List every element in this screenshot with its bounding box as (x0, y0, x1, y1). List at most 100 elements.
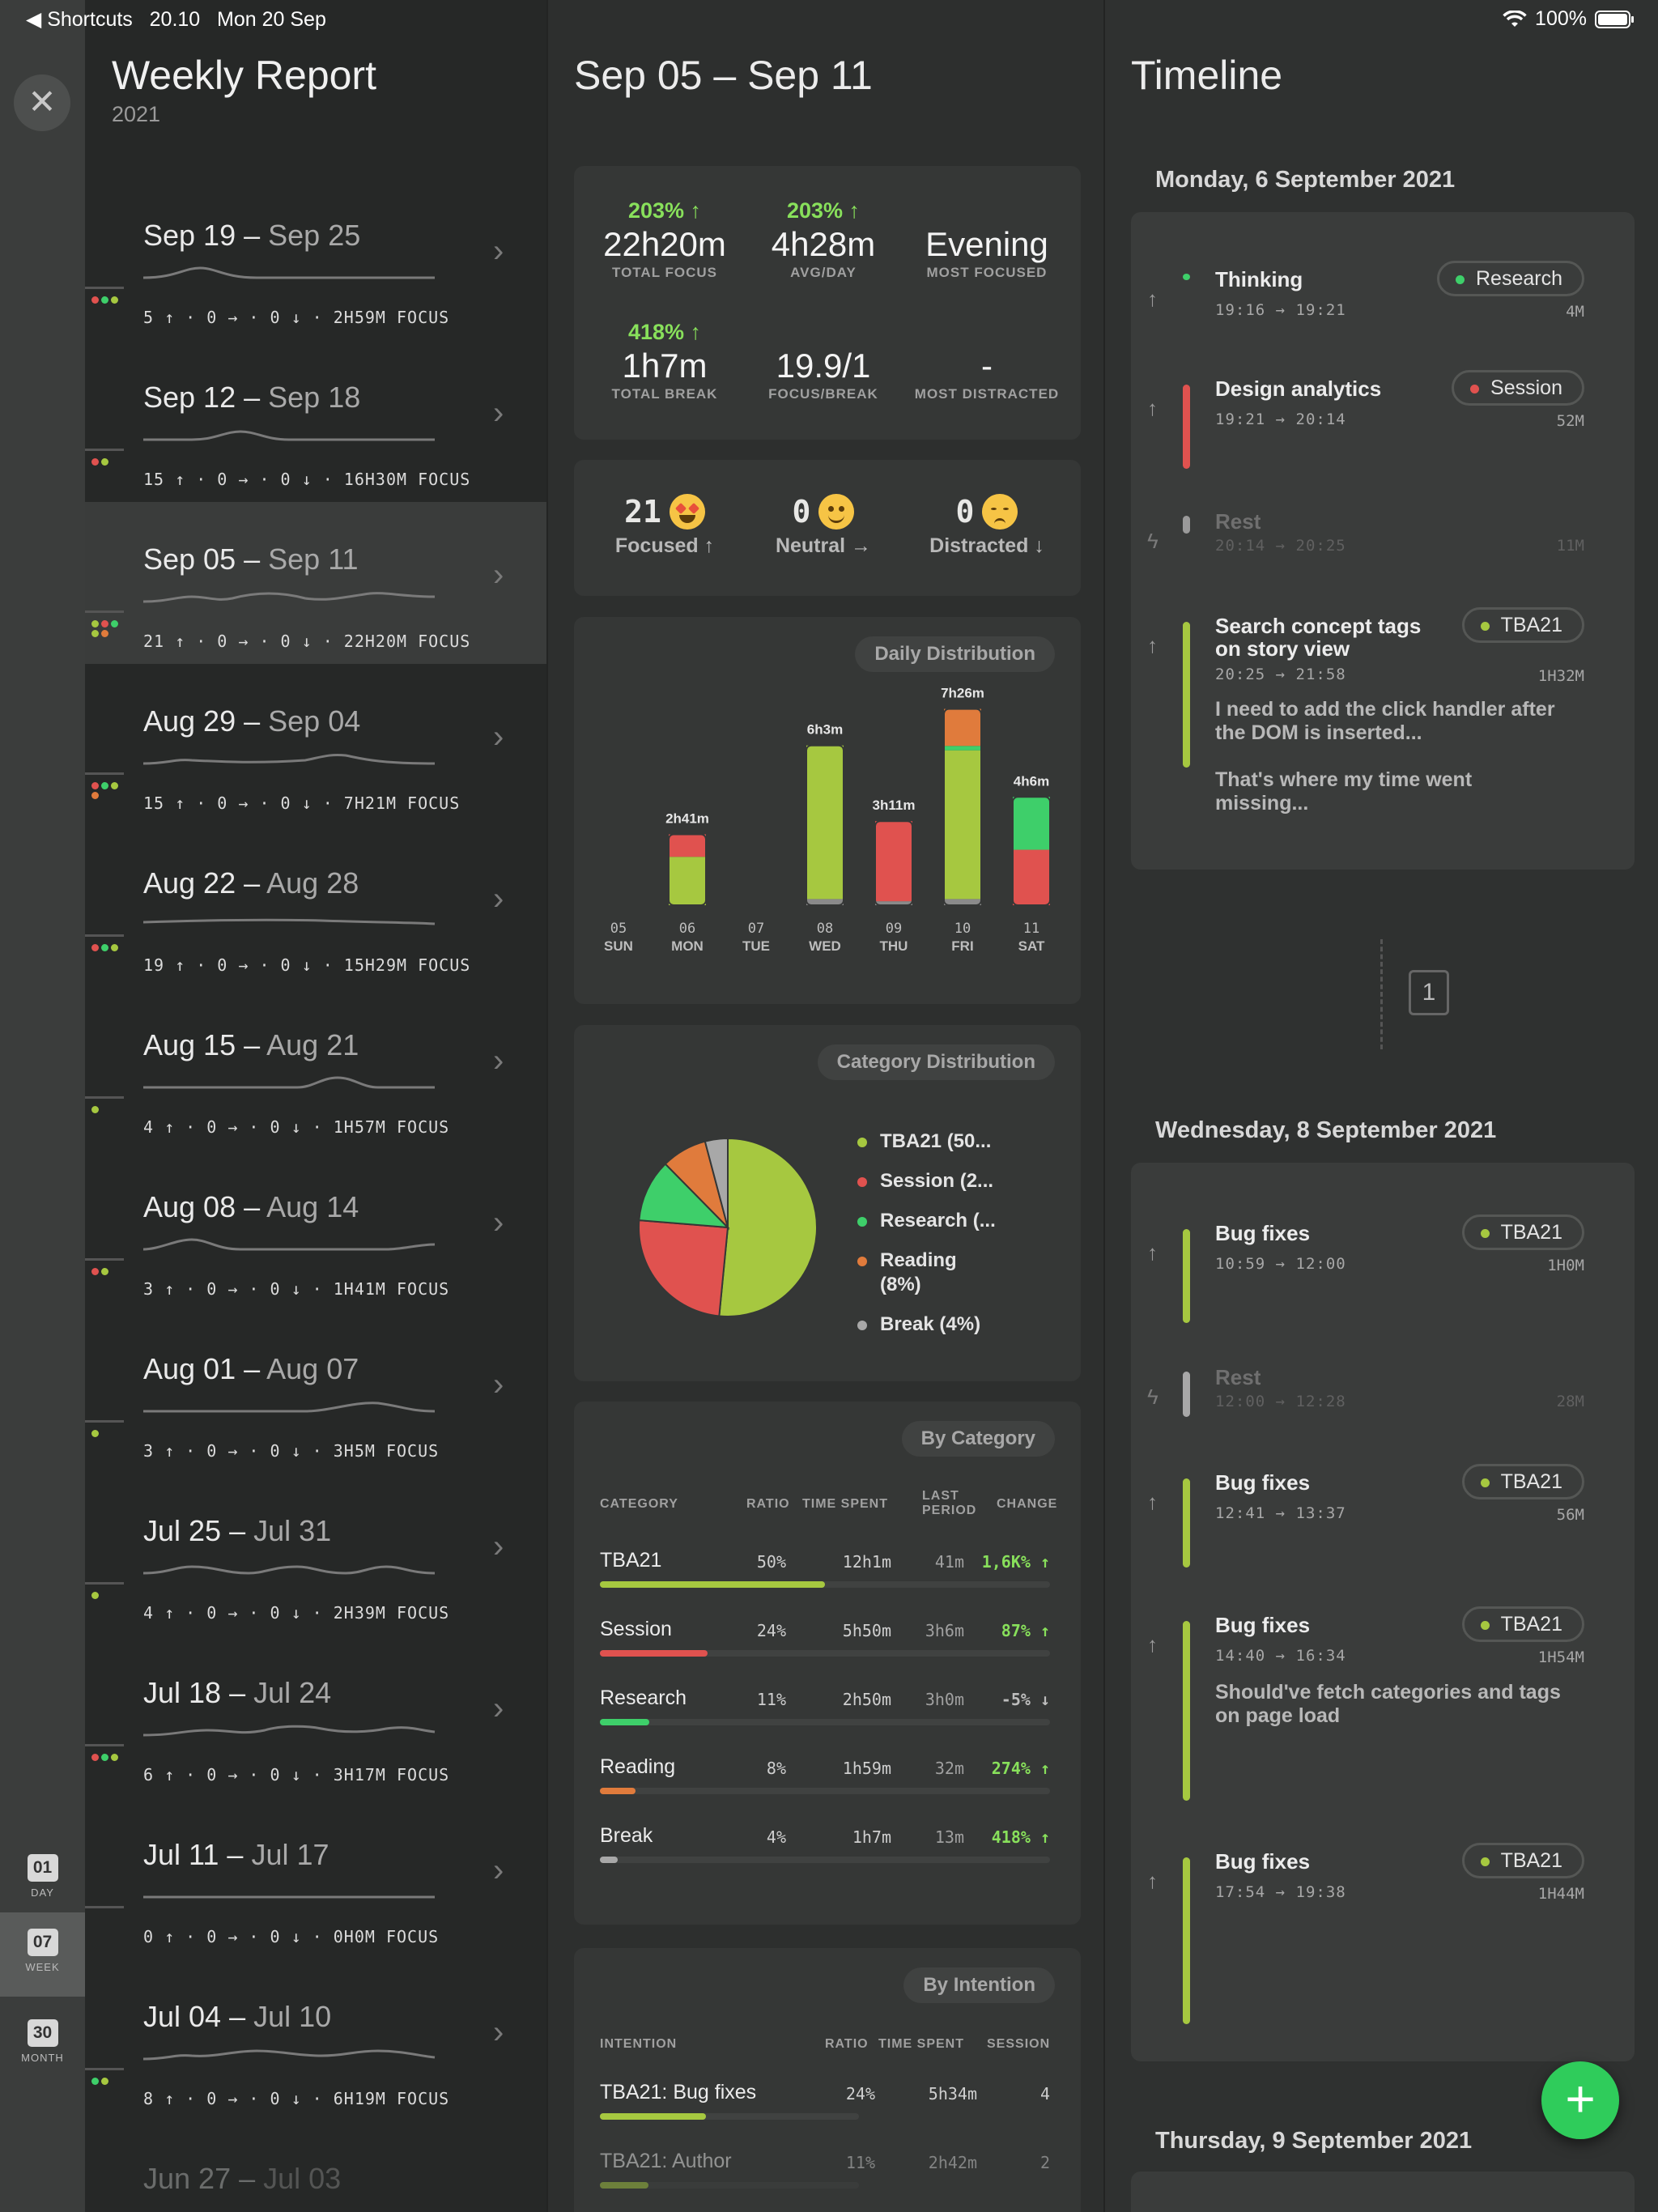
week-tick (85, 287, 124, 289)
week-end: Jul 24 (253, 1676, 332, 1709)
week-row[interactable]: Jun 27 – Jul 03 (85, 2121, 546, 2212)
status-date: Mon 20 Sep (217, 8, 326, 31)
day-header: Wednesday, 8 September 2021 (1155, 1117, 1497, 1143)
week-stats: 0 ↑ · 0 → · 0 ↓ · 0H0M FOCUS (143, 1927, 440, 1946)
category-row[interactable]: TBA21 50% 12h1m 41m 1,6K% ↑ (600, 1549, 1050, 1614)
week-row[interactable]: Aug 15 – Aug 21 4 ↑ · 0 → · 0 ↓ · 1H57M F… (85, 988, 546, 1150)
category-last-period: 3h6m (925, 1621, 964, 1640)
week-list-panel: Weekly Report 2021 Sep 19 – Sep 25 5 ↑ · … (85, 0, 546, 2212)
week-end: Sep 04 (268, 704, 361, 738)
col-intention: INTENTION (600, 2037, 678, 2051)
category-dot (111, 1754, 118, 1761)
intention-row[interactable]: TBA21: Author 11% 2h42m 2 (600, 2150, 1050, 2212)
week-row[interactable]: Jul 25 – Jul 31 4 ↑ · 0 → · 0 ↓ · 2H39M F… (85, 1474, 546, 1636)
week-end: Aug 28 (266, 866, 359, 900)
col-int-time: TIME SPENT (878, 2037, 965, 2051)
category-row[interactable]: Session 24% 5h50m 3h6m 87% ↑ (600, 1618, 1050, 1682)
category-dots (91, 296, 124, 304)
week-tick (85, 934, 124, 937)
ratio-fill (600, 1581, 825, 1588)
add-entry-button[interactable]: + (1541, 2061, 1619, 2139)
week-row[interactable]: Aug 01 – Aug 07 3 ↑ · 0 → · 0 ↓ · 3H5M FO… (85, 1312, 546, 1474)
category-dot (91, 630, 99, 637)
intention-row[interactable]: TBA21: Bug fixes 24% 5h34m 4 (600, 2081, 1050, 2146)
entry-time: 20:25 → 21:58 (1215, 666, 1346, 683)
category-name: Research (600, 1687, 687, 1709)
bar-outline (668, 833, 707, 906)
bar-segment-research (1013, 797, 1050, 850)
ratio-track (600, 1581, 1050, 1588)
slight-smile-face-icon (818, 494, 855, 530)
category-dot (91, 944, 99, 951)
entry-note-line: I need to add the click handler after (1215, 698, 1555, 721)
week-row[interactable]: Sep 19 – Sep 25 5 ↑ · 0 → · 0 ↓ · 2H59M F… (85, 178, 546, 340)
entry-tag[interactable]: TBA21 (1461, 1214, 1584, 1250)
week-stats: 3 ↑ · 0 → · 0 ↓ · 1H41M FOCUS (143, 1279, 450, 1299)
week-row[interactable]: Aug 29 – Sep 04 15 ↑ · 0 → · 0 ↓ · 7H21M … (85, 664, 546, 826)
close-button[interactable]: ✕ (14, 74, 70, 131)
chevron-right-icon: › (493, 1205, 504, 1240)
category-row[interactable]: Break 4% 1h7m 13m 418% ↑ (600, 1824, 1050, 1889)
focus-sparkline (143, 592, 436, 603)
category-dots (91, 620, 124, 637)
week-row[interactable]: Sep 12 – Sep 18 15 ↑ · 0 → · 0 ↓ · 16H30M… (85, 340, 546, 502)
week-row[interactable]: Jul 04 – Jul 10 8 ↑ · 0 → · 0 ↓ · 6H19M F… (85, 1959, 546, 2121)
week-row[interactable]: Sep 05 – Sep 11 21 ↑ · 0 → · 0 ↓ · 22H20M… (85, 502, 546, 664)
category-time: 12h1m (842, 1552, 891, 1572)
entry-tag[interactable]: TBA21 (1461, 1843, 1584, 1878)
kpi-stat: 19.9/1 FOCUS/BREAK (742, 320, 904, 402)
entry-title: Bug fixes (1215, 1613, 1311, 1637)
entry-time: 12:00 → 12:28 (1215, 1393, 1346, 1410)
tag-dot-icon (1480, 1620, 1490, 1630)
week-tick (85, 772, 124, 775)
mood-count-row: 0 (906, 494, 1068, 530)
by-intention-card: By Intention INTENTION RATIO TIME SPENT … (574, 1948, 1081, 2212)
nav-week-button[interactable]: 07 WEEK (0, 1912, 85, 1997)
entry-duration: 4M (1566, 303, 1584, 321)
category-time: 5h50m (842, 1621, 891, 1640)
category-distribution-chip[interactable]: Category Distribution (817, 1044, 1055, 1080)
timeline-title: Timeline (1131, 53, 1283, 98)
kpi-label: TOTAL FOCUS (612, 265, 717, 280)
x-tick-day: 09 (886, 921, 902, 937)
category-row[interactable]: Research 11% 2h50m 3h0m -5% ↓ (600, 1687, 1050, 1751)
gap-count-badge[interactable]: 1 (1409, 970, 1449, 1015)
chevron-right-icon: › (493, 557, 504, 593)
category-time: 1h7m (852, 1827, 891, 1847)
kpi-value: 1h7m (622, 347, 708, 385)
category-dot (111, 944, 118, 951)
day-label: DAY (31, 1887, 54, 1899)
back-icon[interactable]: ◀ (26, 8, 42, 31)
entry-title: Bug fixes (1215, 1849, 1311, 1874)
intention-ratio: 11% (845, 2153, 875, 2172)
entry-tag[interactable]: Research (1437, 261, 1584, 296)
week-row[interactable]: Aug 22 – Aug 28 19 ↑ · 0 → · 0 ↓ · 15H29M… (85, 826, 546, 988)
kpi-label: FOCUS/BREAK (768, 386, 878, 402)
ratio-fill (600, 1719, 650, 1725)
x-tick-day: 10 (954, 921, 971, 937)
week-row[interactable]: Jul 11 – Jul 17 0 ↑ · 0 → · 0 ↓ · 0H0M FO… (85, 1797, 546, 1959)
nav-month-button[interactable]: 30 MONTH (0, 2008, 85, 2089)
kpi-label: AVG/DAY (790, 265, 857, 280)
entry-tag[interactable]: TBA21 (1461, 607, 1584, 643)
nav-day-button[interactable]: 01 DAY (0, 1843, 85, 1924)
category-row[interactable]: Reading 8% 1h59m 32m 274% ↑ (600, 1755, 1050, 1820)
week-tick (85, 1582, 124, 1585)
kpi-value: Evening (925, 225, 1048, 263)
by-intention-chip[interactable]: By Intention (903, 1967, 1055, 2003)
week-stats: 19 ↑ · 0 → · 0 ↓ · 15H29M FOCUS (143, 955, 471, 975)
week-start: Aug 15 – (143, 1028, 261, 1061)
month-label: MONTH (21, 2052, 64, 2064)
entry-time: 14:40 → 16:34 (1215, 1647, 1346, 1665)
entry-tag[interactable]: TBA21 (1461, 1464, 1584, 1499)
entry-bar (1183, 1478, 1190, 1568)
by-category-chip[interactable]: By Category (901, 1421, 1055, 1457)
back-app-link[interactable]: Shortcuts (47, 8, 133, 31)
week-row[interactable]: Aug 08 – Aug 14 3 ↑ · 0 → · 0 ↓ · 1H41M F… (85, 1150, 546, 1312)
entry-tag[interactable]: Session (1452, 370, 1584, 406)
week-stats: 6 ↑ · 0 → · 0 ↓ · 3H17M FOCUS (143, 1765, 450, 1784)
daily-distribution-chip[interactable]: Daily Distribution (855, 636, 1055, 672)
week-row[interactable]: Jul 18 – Jul 24 6 ↑ · 0 → · 0 ↓ · 3H17M F… (85, 1636, 546, 1797)
entry-tag[interactable]: TBA21 (1461, 1606, 1584, 1642)
